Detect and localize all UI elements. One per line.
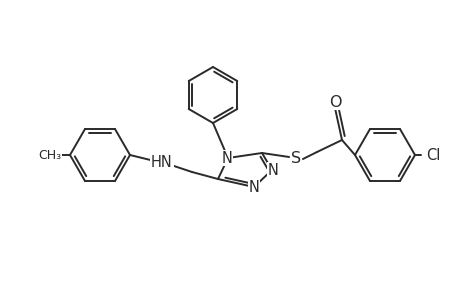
Text: N: N — [248, 179, 259, 194]
Text: S: S — [290, 151, 300, 166]
Text: N: N — [221, 151, 232, 166]
Text: N: N — [267, 163, 278, 178]
Text: O: O — [328, 94, 341, 110]
Text: Cl: Cl — [425, 148, 439, 163]
Text: CH₃: CH₃ — [39, 148, 62, 161]
Text: HN: HN — [151, 154, 173, 169]
